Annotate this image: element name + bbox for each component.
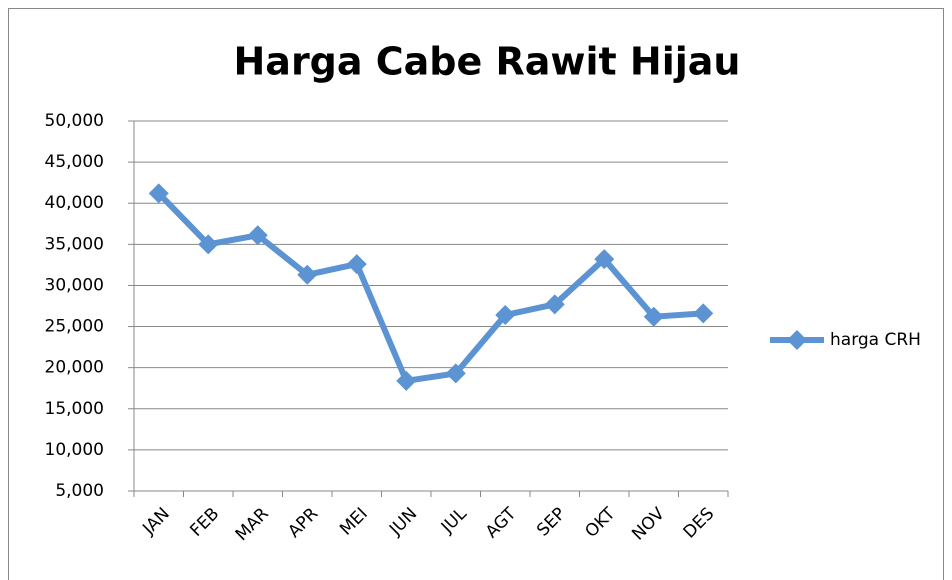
point-marker [198,234,219,255]
y-tick-label: 5,000 [55,481,104,501]
point-marker [643,306,664,327]
point-marker [247,225,268,246]
point-marker [396,370,417,391]
point-marker [148,183,169,204]
y-tick-label: 50,000 [45,111,104,131]
y-tick-label: 30,000 [45,275,104,295]
y-tick-label: 45,000 [45,152,104,172]
chart-frame [8,8,944,580]
point-marker [544,294,565,315]
y-tick-label: 15,000 [45,399,104,419]
point-marker [693,303,714,324]
chart-title: Harga Cabe Rawit Hijau [234,40,741,84]
y-tick-label: 10,000 [45,440,104,460]
y-tick-label: 25,000 [45,317,104,337]
y-tick-label: 20,000 [45,358,104,378]
y-tick-label: 35,000 [45,234,104,254]
point-marker [495,305,516,326]
y-tick-label: 40,000 [45,193,104,213]
point-marker [594,249,615,270]
legend-label: harga CRH [830,330,921,350]
point-marker [346,254,367,275]
point-marker [445,363,466,384]
point-marker [297,264,318,285]
legend-marker [787,330,807,350]
